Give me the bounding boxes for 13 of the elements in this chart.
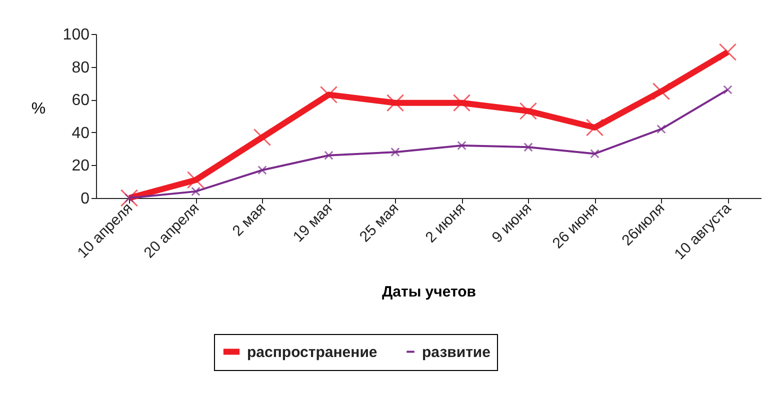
y-tick-label: 80 bbox=[72, 59, 90, 76]
y-tick-label: 60 bbox=[72, 92, 90, 110]
y-axis-title: % bbox=[31, 100, 46, 118]
y-tick-label: 0 bbox=[80, 190, 90, 208]
x-axis-title: Даты учетов bbox=[382, 283, 476, 300]
y-tick-label: 100 bbox=[62, 26, 90, 44]
x-tick-label: 25 мая bbox=[356, 200, 402, 246]
x-tick-label: 2 мая bbox=[229, 200, 270, 240]
legend-label: распространение bbox=[247, 344, 378, 361]
y-tick-label: 40 bbox=[72, 124, 90, 142]
x-tick-label: 19 мая bbox=[290, 200, 336, 246]
legend-label: развитие bbox=[422, 344, 490, 361]
y-tick-label: 20 bbox=[72, 158, 90, 175]
